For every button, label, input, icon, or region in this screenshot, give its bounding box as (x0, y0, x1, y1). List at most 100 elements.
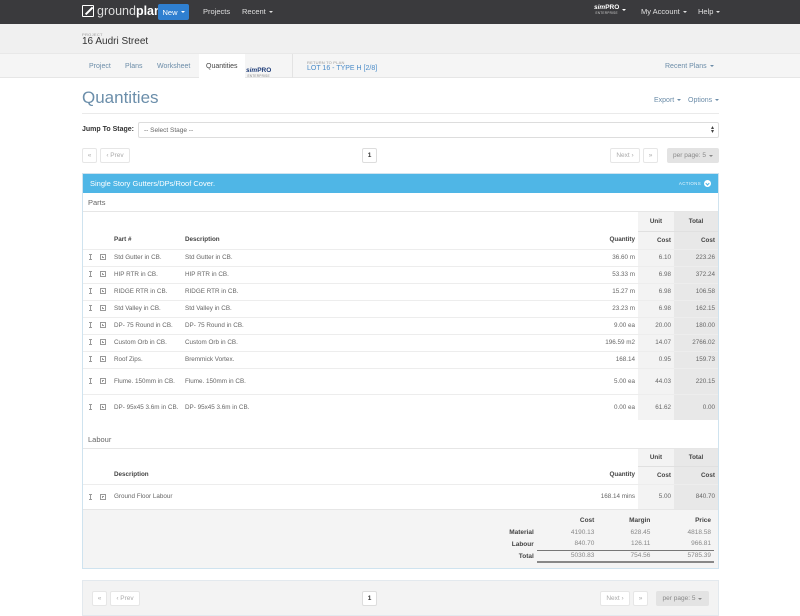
expand-button[interactable] (94, 393, 111, 420)
tab-plans-label: Plans (125, 62, 143, 70)
help-label: Help (698, 7, 714, 16)
tab-project[interactable]: Project (89, 54, 111, 78)
simpro-sim: sim (594, 4, 606, 11)
simpro-menu[interactable]: simPRO ENTERPRISE (594, 4, 627, 15)
simpro-pro: PRO (605, 4, 620, 11)
drag-handle[interactable] (83, 483, 94, 509)
drag-handle[interactable] (83, 333, 94, 351)
part-number: DP- 95x45 3.6m in CB. (111, 393, 182, 420)
expand-button[interactable] (94, 299, 111, 317)
last-page-button-bottom[interactable]: » (633, 591, 648, 606)
first-page-button-bottom[interactable]: « (92, 591, 107, 606)
part-quantity: 196.59 m2 (578, 333, 638, 351)
last-page-button[interactable]: » (643, 148, 658, 163)
stage-select[interactable]: -- Select Stage -- ▴ ▾ (138, 122, 719, 138)
recent-menu[interactable]: Recent (242, 7, 273, 16)
current-page-label: 1 (367, 152, 372, 159)
part-row: Std Valley in CB. Std Valley in CB. 23.2… (83, 299, 718, 317)
select-arrows-icon: ▴ ▾ (710, 125, 714, 135)
drag-handle-icon (88, 493, 92, 500)
expand-button[interactable] (94, 367, 111, 394)
expand-button[interactable] (94, 350, 111, 368)
part-quantity: 53.33 m (578, 265, 638, 283)
next-page-button[interactable]: Next › (610, 148, 640, 163)
plus-square-icon (99, 288, 106, 295)
expand-button[interactable] (94, 248, 111, 266)
expand-button[interactable] (94, 333, 111, 351)
part-row: DP- 95x45 3.6m in CB. DP- 95x45 3.6m in … (83, 393, 718, 420)
per-page-select[interactable]: per page: 5 (667, 148, 719, 163)
expand-button[interactable] (94, 265, 111, 283)
part-total-cost: 223.26 (674, 248, 718, 266)
drag-handle-icon (88, 322, 92, 329)
part-description: Flume. 150mm in CB. (182, 367, 578, 394)
drag-handle[interactable] (83, 265, 94, 283)
part-row: Flume. 150mm in CB. Flume. 150mm in CB. … (83, 367, 718, 394)
first-page-button[interactable]: « (82, 148, 97, 163)
logo-text-bold: plan (135, 4, 162, 18)
recent-plans-menu[interactable]: Recent Plans (665, 63, 714, 70)
part-quantity: 15.27 m (578, 282, 638, 300)
part-row: HIP RTR in CB. HIP RTR in CB. 53.33 m 6.… (83, 265, 718, 283)
part-number: Flume. 150mm in CB. (111, 367, 182, 394)
logo-text-light: ground (97, 4, 136, 18)
caret-down-icon (708, 154, 713, 157)
drag-handle-icon (88, 305, 92, 312)
projects-link[interactable]: Projects (203, 7, 230, 16)
project-tabs: Project Plans Worksheet Quantities simPR… (0, 54, 800, 78)
part-total-cost: 106.58 (674, 282, 718, 300)
my-account-menu[interactable]: My Account (641, 7, 687, 16)
part-row: Roof Zips. Bremmick Vortex. 168.14 0.95 … (83, 350, 718, 368)
page-1-button[interactable]: 1 (362, 148, 377, 163)
top-navbar: groundplan New Projects Recent simPRO EN… (0, 0, 800, 24)
tab-simpro[interactable]: simPRO ENTERPRISE (246, 59, 271, 78)
unit-cost-header-top: Unit (638, 212, 674, 231)
part-unit-cost: 61.62 (638, 393, 674, 420)
options-menu[interactable]: Options (688, 97, 720, 104)
summary-row-material: Material 4190.13 628.45 4818.58 (474, 526, 714, 538)
drag-handle[interactable] (83, 393, 94, 420)
expand-button[interactable] (94, 483, 111, 509)
new-button[interactable]: New (158, 4, 189, 20)
stage-panel: Single Story Gutters/DPs/Roof Cover. ACT… (82, 173, 719, 569)
part-description: Bremmick Vortex. (182, 350, 578, 368)
drag-handle[interactable] (83, 248, 94, 266)
per-page-select-bottom[interactable]: per page: 5 (656, 591, 709, 606)
drag-handle[interactable] (83, 299, 94, 317)
description-header: Description (114, 471, 149, 479)
plus-square-icon (99, 322, 106, 329)
caret-down-icon (180, 11, 185, 13)
drag-handle[interactable] (83, 282, 94, 300)
return-to-plan-link[interactable]: LOT 16 - TYPE H [2/8] (307, 65, 378, 72)
drag-handle[interactable] (83, 367, 94, 394)
actions-menu[interactable]: ACTIONS (679, 180, 711, 187)
expand-button[interactable] (94, 316, 111, 334)
part-quantity: 0.00 ea (578, 393, 638, 420)
help-menu[interactable]: Help (698, 7, 721, 16)
prev-page-button[interactable]: ‹ Prev (100, 148, 130, 163)
groundplan-logo[interactable]: groundplan (82, 4, 162, 18)
simpro-pro: PRO (257, 67, 272, 74)
unit-cost-header: Cost (638, 465, 674, 484)
tab-quantities[interactable]: Quantities (199, 54, 245, 78)
part-row: Std Gutter in CB. Std Gutter in CB. 36.6… (83, 248, 718, 266)
tab-worksheet[interactable]: Worksheet (157, 54, 190, 78)
plus-square-icon (99, 377, 106, 384)
drag-handle[interactable] (83, 350, 94, 368)
next-page-button-bottom[interactable]: Next › (600, 591, 630, 606)
page-1-button-bottom[interactable]: 1 (362, 591, 377, 606)
last-page-label: » (638, 595, 643, 602)
prev-page-button-bottom[interactable]: ‹ Prev (110, 591, 140, 606)
part-unit-cost: 6.98 (638, 299, 674, 317)
tab-plans[interactable]: Plans (125, 54, 143, 78)
part-unit-cost: 6.98 (638, 265, 674, 283)
part-number: Custom Orb in CB. (111, 333, 182, 351)
expand-button[interactable] (94, 282, 111, 300)
part-unit-cost: 20.00 (638, 316, 674, 334)
panel-title: Single Story Gutters/DPs/Roof Cover. (90, 179, 216, 188)
caret-down-icon (622, 8, 627, 11)
part-description: DP- 95x45 3.6m in CB. (182, 393, 578, 420)
summary-table: Cost Margin Price Material 4190.13 628.4… (474, 514, 714, 563)
export-menu[interactable]: Export (654, 97, 682, 104)
drag-handle[interactable] (83, 316, 94, 334)
